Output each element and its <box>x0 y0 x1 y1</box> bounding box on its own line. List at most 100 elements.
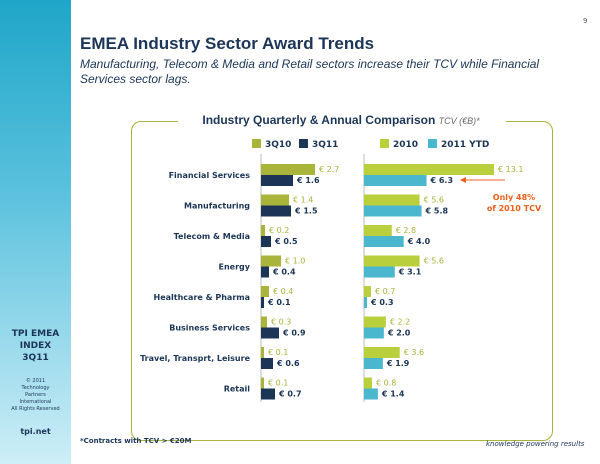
bar-2010 <box>364 194 420 206</box>
slide-subtitle: Manufacturing, Telecom & Media and Retai… <box>80 57 540 86</box>
category-label: Energy <box>219 263 251 272</box>
copyright-line: © 2011 <box>25 378 46 384</box>
category-label: Financial Services <box>169 171 251 180</box>
legend-swatch <box>380 139 389 148</box>
data-label-2011-ytd: € 0.3 <box>370 298 394 307</box>
bar-2010 <box>364 164 494 175</box>
legend-label: 2010 <box>393 140 418 150</box>
sidebar-copyright: © 2011 Technology Partners International… <box>0 378 71 413</box>
legend-swatch <box>252 139 261 148</box>
bar-3q11 <box>261 236 271 247</box>
data-label-3q10: € 1.0 <box>285 257 305 266</box>
legend-swatch <box>299 139 308 148</box>
annotation-line-2: of 2010 TCV <box>487 204 542 213</box>
bar-3q11 <box>261 388 275 400</box>
sidebar-title-line: 3Q11 <box>22 353 49 363</box>
bar-3q10 <box>261 316 267 328</box>
bar-2010 <box>364 316 386 328</box>
bar-2010 <box>364 225 392 236</box>
data-label-2011-ytd: € 4.0 <box>407 237 431 246</box>
copyright-line: Technology <box>21 385 50 391</box>
bar-3q11 <box>261 297 264 308</box>
legend-swatch <box>428 139 437 148</box>
data-label-2010: € 0.8 <box>376 379 396 388</box>
data-label-3q10: € 0.2 <box>269 226 289 235</box>
bar-3q10 <box>261 377 264 389</box>
bar-2011-ytd <box>364 388 378 400</box>
tagline: knowledge powering results <box>486 440 585 448</box>
bar-2011-ytd <box>364 236 404 247</box>
category-label: Travel, Transprt, Leisure <box>140 354 250 363</box>
legend-label: 3Q10 <box>265 140 291 150</box>
category-label: Business Services <box>169 324 250 333</box>
bar-2011-ytd <box>364 297 367 308</box>
data-label-2011-ytd: € 2.0 <box>387 329 411 338</box>
data-label-2010: € 5.6 <box>424 196 444 205</box>
bar-2011-ytd <box>364 175 427 186</box>
data-label-2011-ytd: € 5.8 <box>425 207 449 216</box>
sidebar: TPI EMEA INDEX 3Q11 © 2011 Technology Pa… <box>0 0 71 464</box>
data-label-3q11: € 0.5 <box>274 237 298 246</box>
bar-2010 <box>364 255 420 267</box>
data-label-3q10: € 2.7 <box>319 165 339 174</box>
page-number: 9 <box>583 17 588 25</box>
data-label-2011-ytd: € 6.3 <box>430 176 454 185</box>
data-label-2011-ytd: € 1.9 <box>386 359 410 368</box>
bar-2011-ytd <box>364 266 395 278</box>
data-label-3q11: € 0.9 <box>282 329 306 338</box>
bar-2011-ytd <box>364 327 384 339</box>
category-label: Healthcare & Pharma <box>154 293 250 302</box>
data-label-2011-ytd: € 3.1 <box>398 268 422 277</box>
data-label-2010: € 5.6 <box>424 257 444 266</box>
bar-2011-ytd <box>364 205 422 217</box>
data-label-3q10: € 0.1 <box>268 379 288 388</box>
bar-2010 <box>364 377 372 389</box>
bar-2010 <box>364 347 400 358</box>
data-label-3q11: € 1.5 <box>294 207 318 216</box>
annotation-line-1: Only 48% <box>493 193 535 202</box>
data-label-2011-ytd: € 1.4 <box>381 390 405 399</box>
data-label-2010: € 0.7 <box>375 287 395 296</box>
footnote: *Contracts with TCV > €20M <box>80 437 192 445</box>
legend-label: 3Q11 <box>312 140 338 150</box>
sidebar-title-line: INDEX <box>19 341 52 351</box>
bar-3q10 <box>261 347 264 358</box>
data-label-3q11: € 0.7 <box>278 390 302 399</box>
bar-3q11 <box>261 205 291 217</box>
sidebar-url-link[interactable]: tpi.net <box>20 427 51 436</box>
bar-3q10 <box>261 255 281 267</box>
copyright-line: Partners <box>25 392 46 398</box>
data-label-2010: € 3.6 <box>404 348 424 357</box>
bar-3q10 <box>261 286 269 297</box>
bar-3q11 <box>261 266 269 278</box>
data-label-2010: € 2.8 <box>396 226 416 235</box>
data-label-3q10: € 0.1 <box>268 348 288 357</box>
data-label-2010: € 2.2 <box>390 318 410 327</box>
data-label-3q11: € 0.4 <box>272 268 296 277</box>
data-label-3q11: € 0.6 <box>276 359 300 368</box>
sidebar-title-line: TPI EMEA <box>11 329 60 339</box>
legend-label: 2011 YTD <box>441 140 489 150</box>
chart-title-background <box>178 111 506 129</box>
bar-3q11 <box>261 175 293 186</box>
chart-title: Industry Quarterly & Annual Comparison T… <box>202 113 480 127</box>
bar-3q10 <box>261 194 289 206</box>
data-label-3q10: € 0.3 <box>271 318 291 327</box>
category-label: Retail <box>224 385 251 394</box>
bar-3q11 <box>261 327 279 339</box>
annotation-arrow-head <box>460 177 466 183</box>
data-label-3q11: € 0.1 <box>267 298 291 307</box>
data-label-3q11: € 1.6 <box>296 176 320 185</box>
category-label: Manufacturing <box>184 202 250 211</box>
bar-2011-ytd <box>364 358 383 369</box>
bar-3q10 <box>261 164 315 175</box>
bar-2010 <box>364 286 371 297</box>
bar-3q10 <box>261 225 265 236</box>
sidebar-index-title: TPI EMEA INDEX 3Q11 <box>0 328 71 364</box>
data-label-3q10: € 0.4 <box>273 287 293 296</box>
bar-3q11 <box>261 358 273 369</box>
data-label-2010: € 13.1 <box>498 165 523 174</box>
slide-title: EMEA Industry Sector Award Trends <box>80 34 375 53</box>
category-label: Telecom & Media <box>174 232 250 241</box>
